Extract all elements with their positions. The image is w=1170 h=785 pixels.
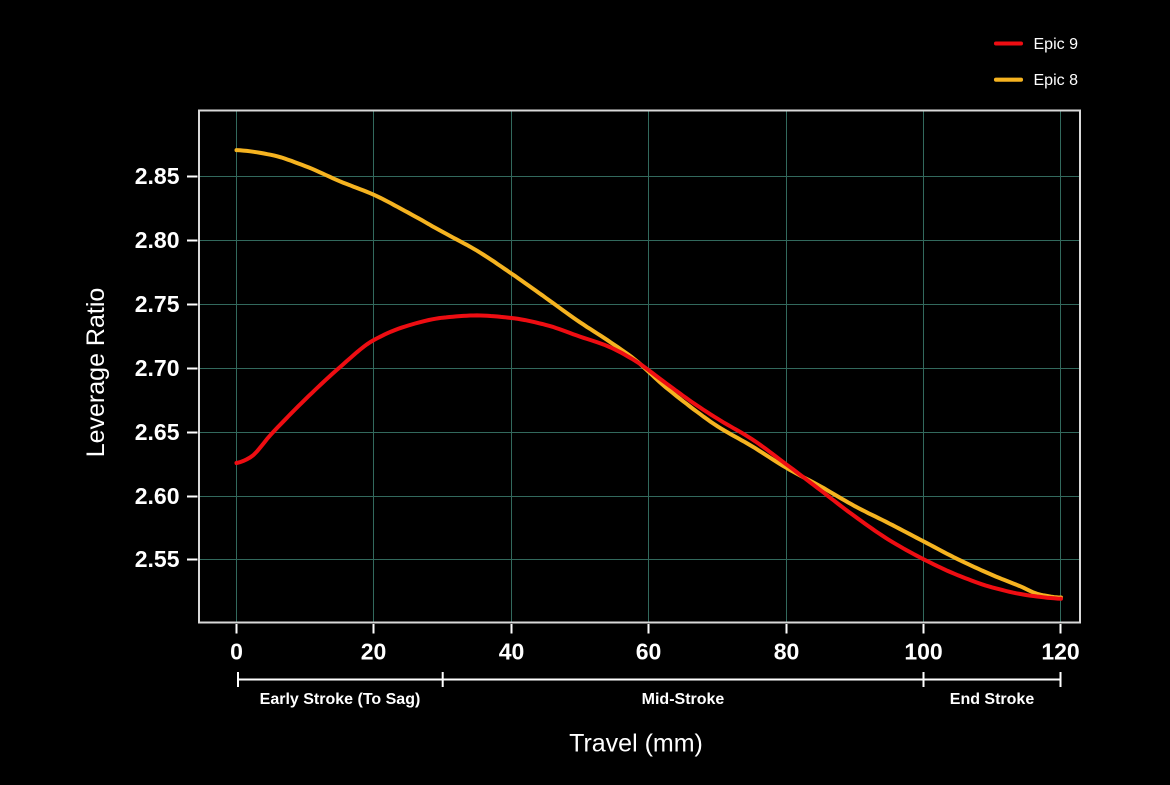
- svg-text:Epic 9: Epic 9: [1034, 36, 1079, 53]
- svg-text:80: 80: [774, 639, 800, 665]
- svg-text:0: 0: [230, 639, 243, 665]
- svg-text:20: 20: [361, 639, 387, 665]
- svg-text:2.80: 2.80: [135, 227, 180, 253]
- svg-text:2.85: 2.85: [135, 163, 180, 189]
- svg-text:100: 100: [904, 639, 942, 665]
- svg-text:Early Stroke (To Sag): Early Stroke (To Sag): [260, 691, 421, 708]
- svg-text:2.75: 2.75: [135, 291, 180, 317]
- svg-text:End Stroke: End Stroke: [950, 691, 1035, 708]
- svg-text:2.55: 2.55: [135, 546, 180, 572]
- svg-text:120: 120: [1041, 639, 1079, 665]
- svg-text:Mid-Stroke: Mid-Stroke: [642, 691, 725, 708]
- svg-text:2.60: 2.60: [135, 483, 180, 509]
- svg-text:60: 60: [636, 639, 662, 665]
- svg-text:40: 40: [499, 639, 525, 665]
- svg-text:Leverage Ratio: Leverage Ratio: [82, 288, 110, 458]
- svg-text:2.70: 2.70: [135, 355, 180, 381]
- svg-text:Travel (mm): Travel (mm): [569, 730, 703, 758]
- svg-text:Epic 8: Epic 8: [1034, 72, 1079, 89]
- svg-text:2.65: 2.65: [135, 419, 180, 445]
